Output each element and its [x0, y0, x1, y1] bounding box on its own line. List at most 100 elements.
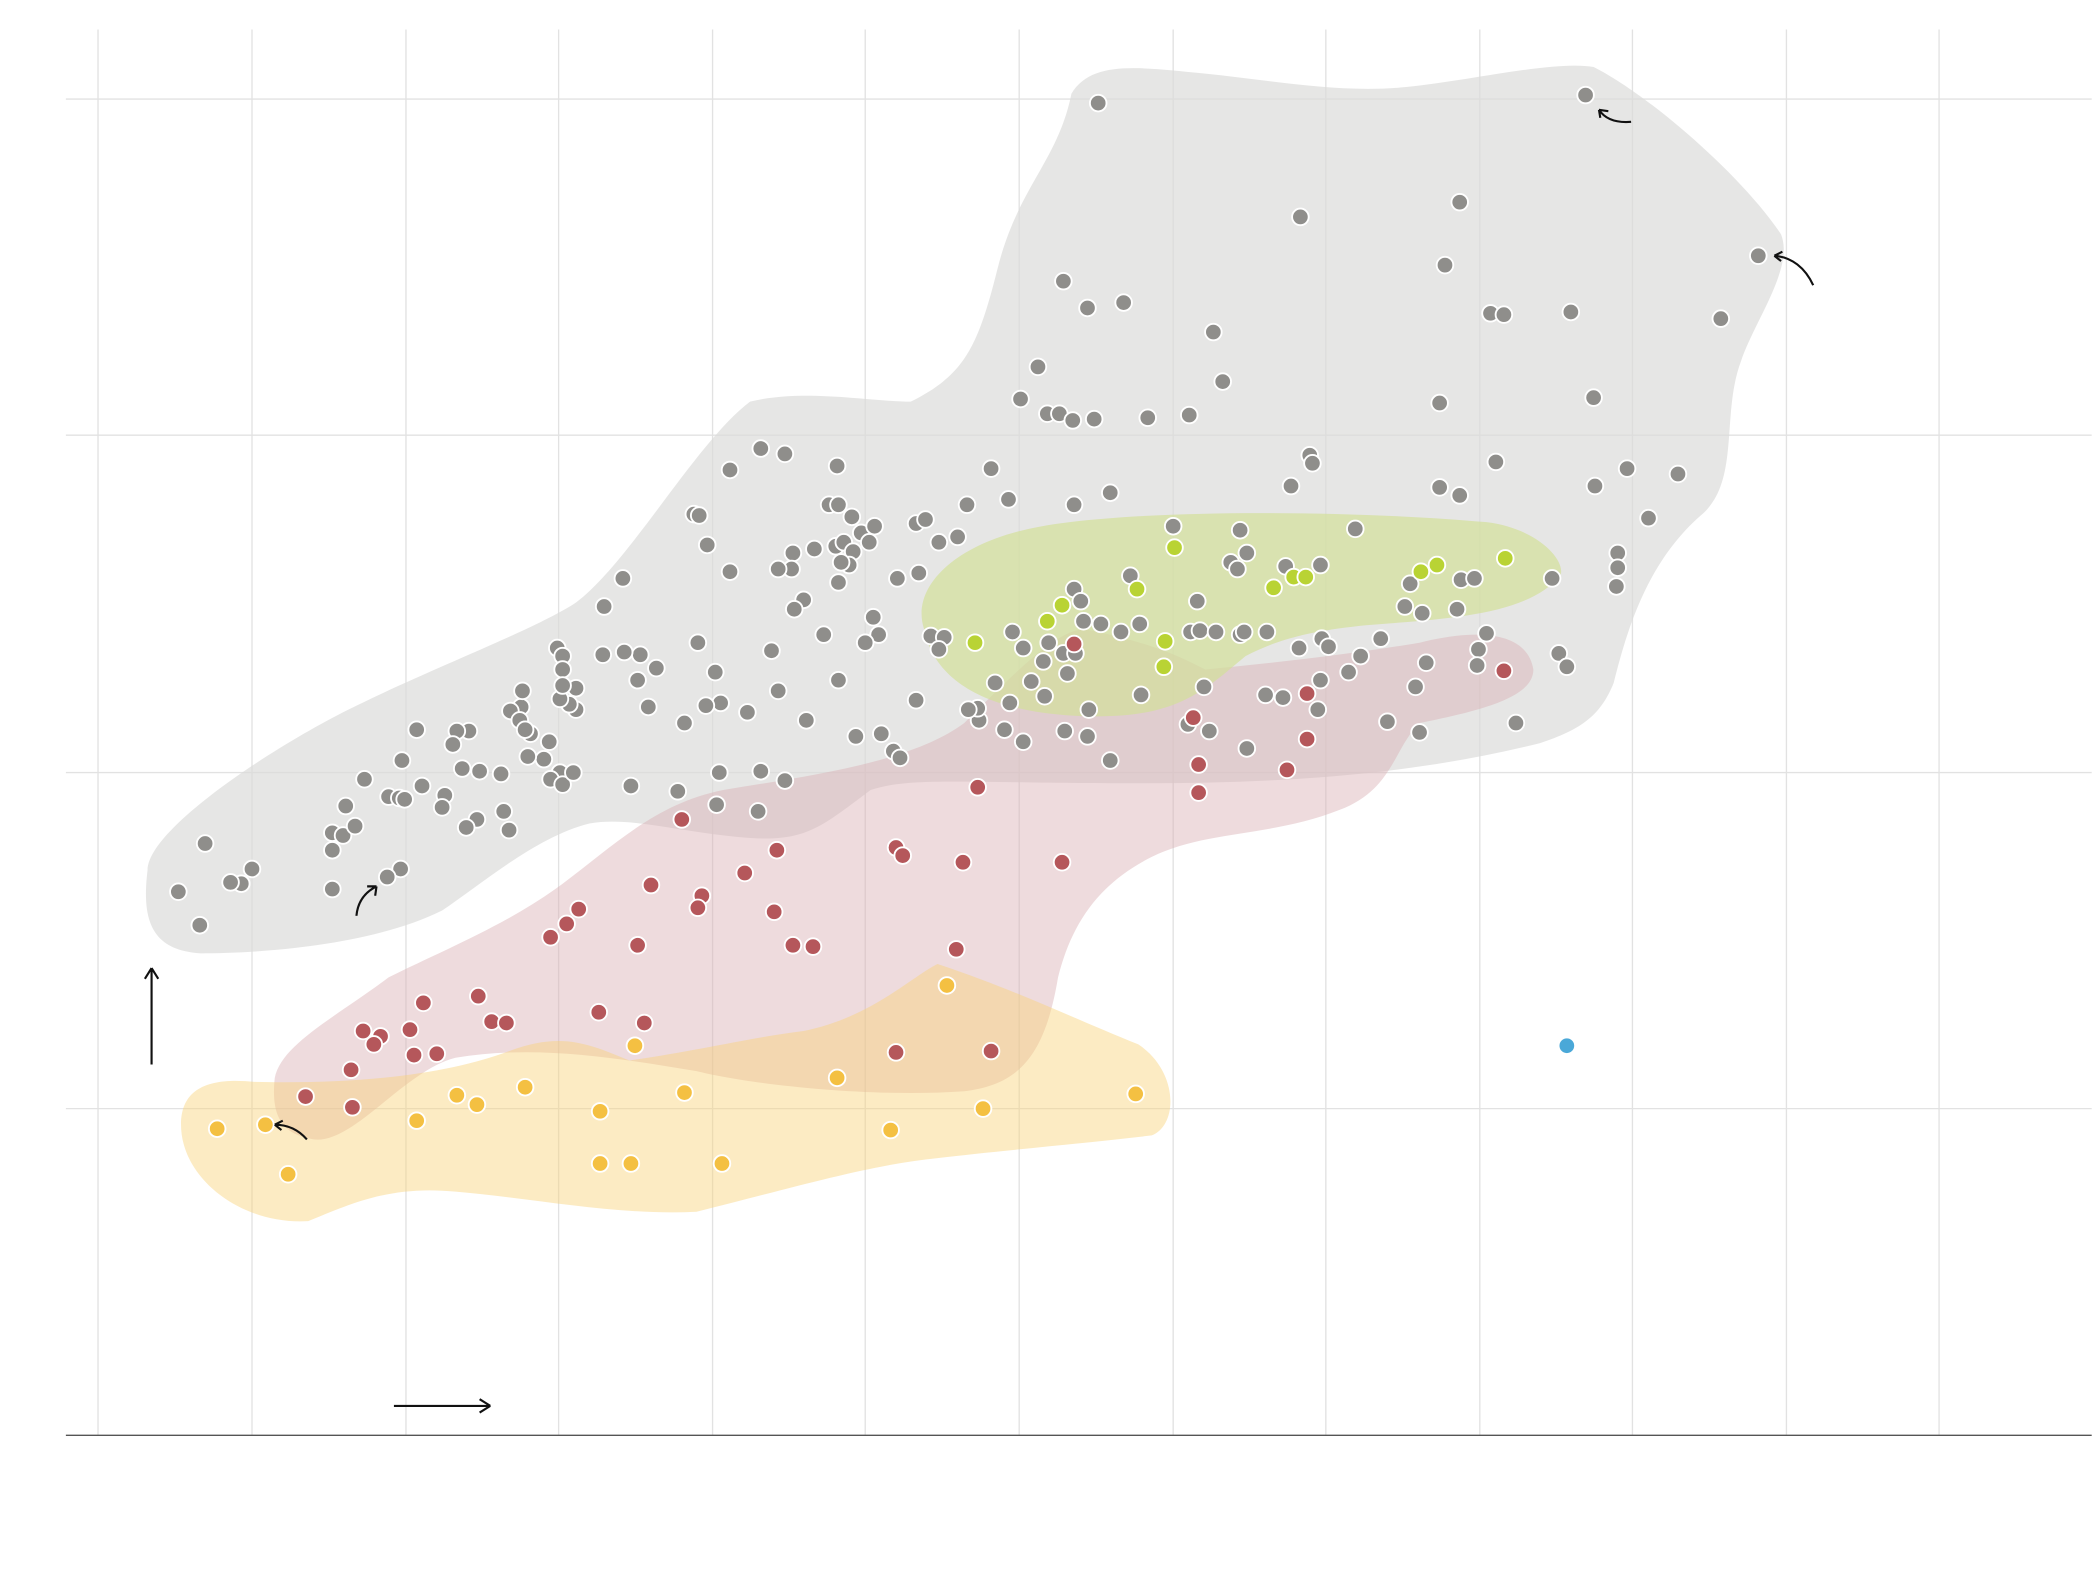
- point: [614, 642, 634, 662]
- point: [1339, 662, 1358, 682]
- point: [1549, 644, 1569, 663]
- point: [712, 1154, 732, 1173]
- point: [783, 543, 803, 563]
- point: [1494, 305, 1514, 324]
- point: [1101, 751, 1120, 770]
- point: [391, 859, 410, 879]
- point: [1091, 614, 1111, 634]
- point: [829, 573, 848, 592]
- point: [981, 459, 1001, 478]
- point: [985, 673, 1005, 693]
- point: [1003, 622, 1022, 642]
- point: [553, 775, 572, 794]
- point: [929, 640, 949, 659]
- point: [195, 834, 215, 853]
- point: [865, 516, 884, 536]
- point: [1542, 569, 1562, 588]
- point: [491, 764, 511, 784]
- point: [639, 697, 658, 717]
- point: [855, 633, 875, 652]
- point: [539, 732, 559, 752]
- point: [1430, 393, 1449, 413]
- point: [564, 763, 583, 782]
- point: [707, 795, 726, 814]
- point: [1079, 700, 1099, 719]
- point: [589, 1003, 609, 1022]
- point: [1035, 687, 1054, 706]
- point: [407, 1111, 426, 1130]
- point: [1155, 632, 1175, 651]
- point: [1607, 577, 1626, 596]
- point: [499, 820, 519, 840]
- point: [999, 490, 1018, 509]
- point: [1291, 207, 1310, 227]
- point: [1206, 622, 1226, 642]
- point: [831, 553, 851, 572]
- point: [613, 569, 633, 588]
- point: [392, 751, 412, 770]
- point: [783, 936, 803, 955]
- point: [647, 658, 666, 678]
- point: [590, 1102, 610, 1121]
- point: [764, 902, 784, 922]
- point: [775, 771, 795, 790]
- point: [343, 1098, 362, 1117]
- point: [1064, 495, 1084, 515]
- point: [1427, 555, 1447, 575]
- point: [1303, 454, 1322, 473]
- point: [1000, 693, 1020, 713]
- point: [1013, 732, 1033, 752]
- point: [1346, 519, 1365, 539]
- point: [1435, 255, 1455, 275]
- point: [881, 1120, 900, 1140]
- point: [1054, 271, 1073, 291]
- point: [1052, 853, 1072, 872]
- point: [1559, 1038, 1575, 1054]
- point: [965, 633, 985, 652]
- point: [345, 816, 365, 836]
- point: [1308, 700, 1328, 719]
- point: [890, 748, 910, 768]
- point: [1378, 712, 1397, 731]
- point: [635, 1013, 654, 1033]
- point: [1311, 670, 1330, 690]
- point: [968, 778, 987, 797]
- point: [1494, 661, 1514, 681]
- point: [1319, 637, 1338, 656]
- point: [1400, 574, 1420, 594]
- point: [355, 770, 374, 789]
- point: [1084, 409, 1104, 429]
- point: [1189, 755, 1208, 774]
- point: [412, 776, 432, 796]
- point: [1204, 322, 1223, 342]
- point: [948, 527, 967, 547]
- point: [1058, 664, 1077, 683]
- point: [1477, 624, 1496, 643]
- point: [628, 936, 647, 955]
- point: [534, 749, 554, 769]
- point: [628, 670, 647, 690]
- point: [432, 798, 452, 817]
- point: [672, 810, 692, 829]
- point: [688, 633, 708, 652]
- point: [1180, 405, 1199, 425]
- point: [1576, 85, 1595, 105]
- point: [242, 859, 262, 879]
- point: [341, 1060, 361, 1080]
- point: [1465, 569, 1484, 588]
- point: [323, 840, 342, 860]
- point: [909, 563, 929, 583]
- point: [1237, 543, 1257, 563]
- point: [221, 873, 240, 892]
- point: [937, 976, 957, 995]
- point: [814, 625, 833, 644]
- point: [1022, 672, 1041, 691]
- point: [1561, 302, 1581, 322]
- point: [353, 1021, 373, 1041]
- point: [1617, 459, 1637, 478]
- point: [1165, 538, 1184, 557]
- point: [762, 641, 781, 660]
- point: [1296, 567, 1315, 587]
- point: [1131, 685, 1151, 705]
- point: [1410, 723, 1429, 742]
